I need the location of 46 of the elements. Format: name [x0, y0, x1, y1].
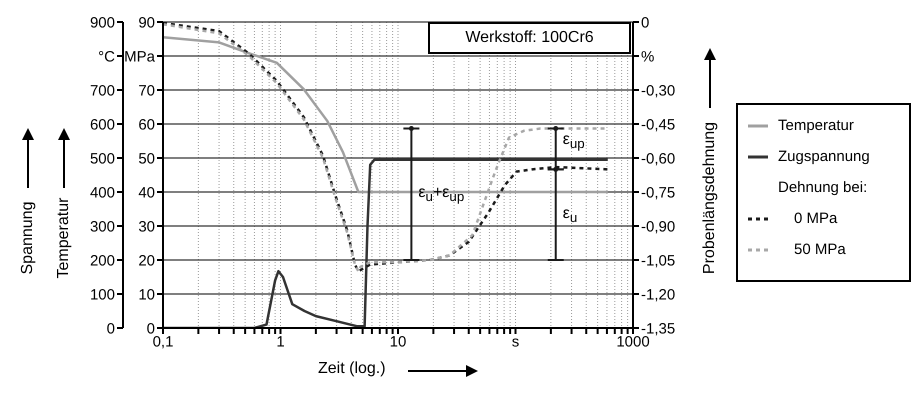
y3-axis-title: Temperatur: [55, 198, 73, 278]
y-tick-label: 0: [146, 320, 155, 338]
y2-tick-label: -1,20: [641, 286, 676, 304]
y3-tick-label: 400: [90, 184, 115, 202]
y-tick-label: 90: [138, 14, 155, 32]
y3-tick-label: 900: [90, 14, 115, 32]
legend-label: 0 MPa: [794, 210, 838, 227]
y2-tick-label: -0,30: [641, 82, 676, 100]
legend-title: Dehnung bei:: [778, 179, 868, 196]
y2-tick-label: 0: [641, 14, 650, 32]
x-tick-label: 10: [390, 334, 406, 351]
annotation: ε$_{up}$: [562, 130, 585, 152]
y3-tick-label: 0: [106, 320, 115, 338]
y3-tick-label: 200: [90, 252, 115, 270]
y-tick-label: 70: [138, 82, 155, 100]
y-tick-label: 20: [138, 252, 155, 270]
y3-tick-label: 300: [90, 218, 115, 236]
x-tick-label: 0,1: [152, 334, 174, 351]
y2-tick-label: %: [641, 48, 654, 66]
y2-tick-label: -0,45: [641, 116, 676, 134]
x-tick-label: 1: [276, 334, 285, 351]
y2-tick-label: -0,75: [641, 184, 676, 202]
annotation: ε$_{u}$: [562, 204, 578, 225]
legend-label: Zugspannung: [778, 148, 870, 165]
y-tick-label: 50: [138, 150, 155, 168]
annotation: Werkstoff: 100Cr6: [464, 29, 595, 47]
y-tick-label: MPa: [124, 48, 156, 66]
annotation: ε$_{u}$+ε$_{up}$: [418, 184, 464, 204]
y-tick-label: 10: [138, 286, 155, 304]
legend-label: Temperatur: [778, 117, 854, 134]
x-axis-title: Zeit (log.): [318, 360, 386, 378]
y-tick-label: 30: [138, 218, 155, 236]
y3-tick-label: °C: [98, 48, 116, 66]
y3-tick-label: 100: [90, 286, 115, 304]
y-axis-title: Spannung: [19, 202, 37, 274]
y3-tick-label: 600: [90, 116, 115, 134]
y2-tick-label: -0,90: [641, 218, 676, 236]
y2-tick-label: -1,05: [641, 252, 676, 270]
y-tick-label: 60: [138, 116, 155, 134]
y2-axis-title: Probenlängsdehnung: [701, 122, 719, 274]
y3-tick-label: 500: [90, 150, 115, 168]
y2-tick-label: -0,60: [641, 150, 676, 168]
y-tick-label: 40: [138, 184, 155, 202]
legend-label: 50 MPa: [794, 241, 846, 258]
x-tick-label: s: [512, 334, 520, 351]
y3-tick-label: 700: [90, 82, 115, 100]
